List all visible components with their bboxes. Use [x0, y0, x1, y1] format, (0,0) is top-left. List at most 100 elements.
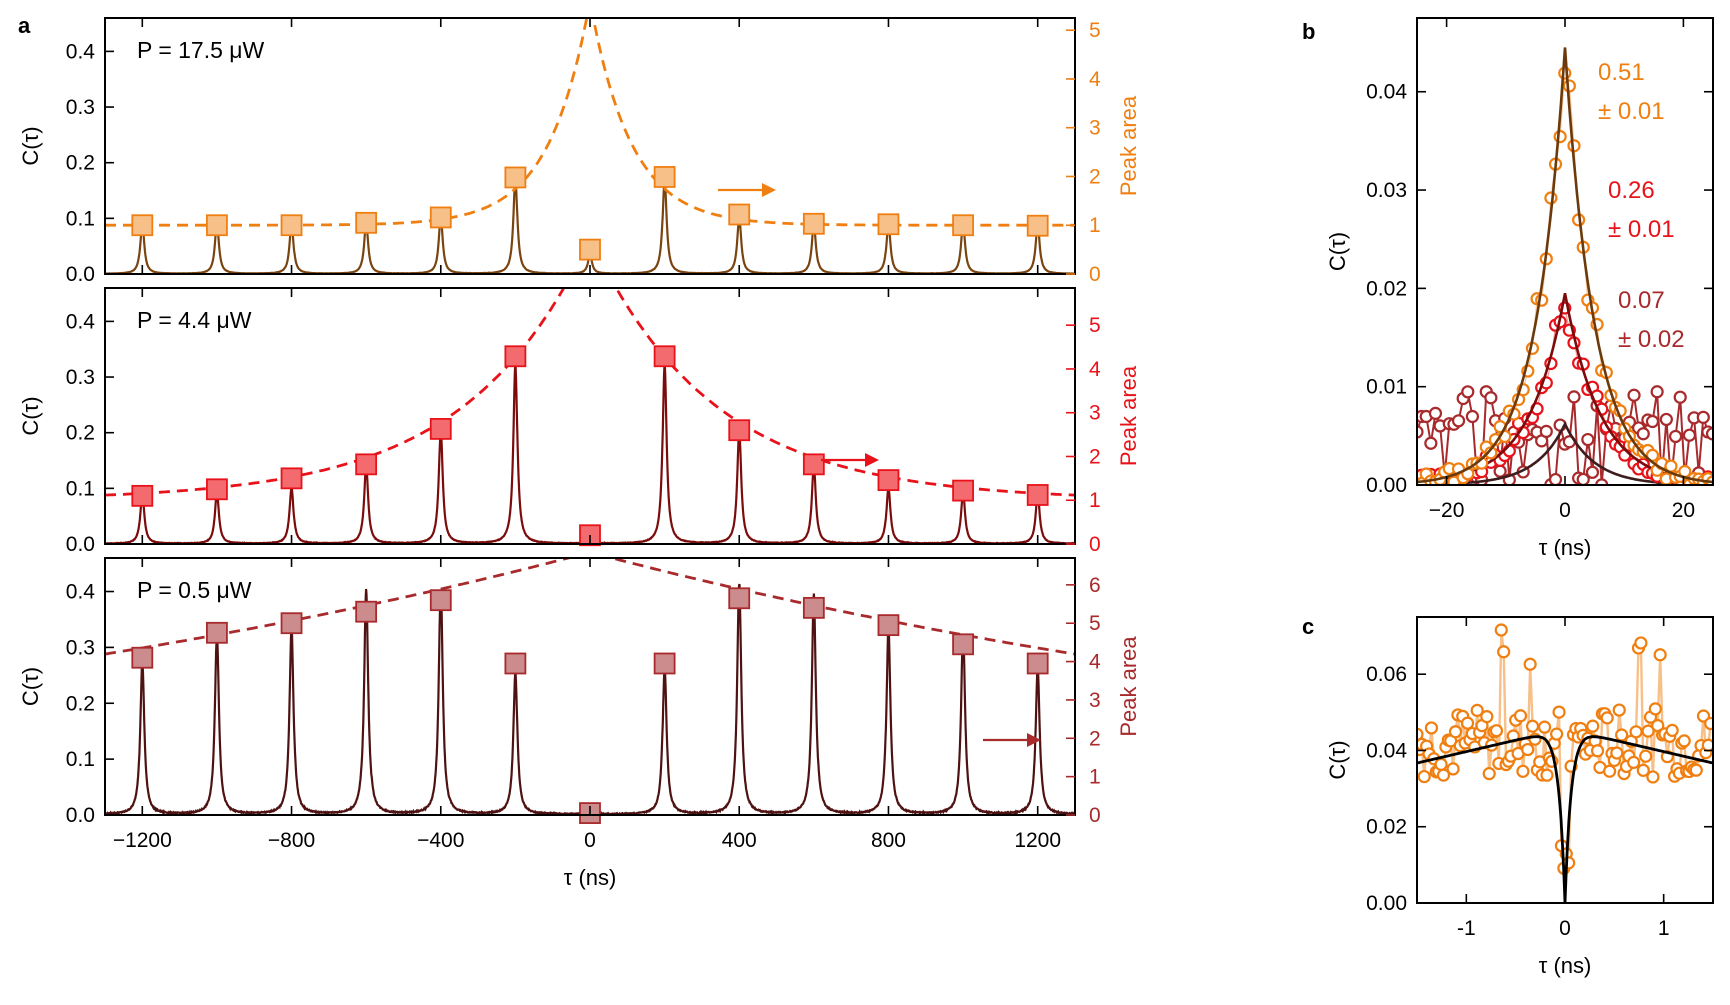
- peak-area-marker: [877, 213, 900, 236]
- x-axis-label: τ (ns): [564, 865, 617, 890]
- data-point: [1428, 406, 1443, 420]
- y-tick-label: 0.2: [66, 422, 95, 445]
- y-tick-label: 0.04: [1366, 81, 1407, 104]
- y-tick-label: 0.3: [66, 366, 95, 389]
- peak-area-fit-line: [105, 288, 1075, 497]
- data-point: [1562, 79, 1576, 93]
- data-point: [1689, 763, 1703, 777]
- peak-area-marker: [206, 621, 228, 644]
- x-tick-label: 1: [1658, 917, 1670, 940]
- peak-area-marker: [877, 469, 900, 492]
- right-axis-arrowhead: [762, 183, 776, 197]
- x-tick-label: 0: [1559, 917, 1571, 940]
- data-point: [1665, 723, 1679, 737]
- fit-curve: [1417, 47, 1713, 484]
- data-point: [1668, 429, 1683, 444]
- peak-area-marker: [653, 345, 676, 368]
- peak-area-marker: [280, 612, 303, 635]
- y-tick-label: 0.03: [1366, 179, 1407, 202]
- data-point: [1448, 725, 1463, 739]
- y-tick-label: 0.01: [1366, 376, 1407, 399]
- y-tick-label: 0.4: [66, 310, 96, 333]
- g2-value-annotation: 0.51: [1598, 59, 1645, 86]
- y2-axis-label: Peak area: [1116, 95, 1141, 196]
- data-point: [1636, 763, 1650, 777]
- y2-axis-label: Peak area: [1116, 636, 1141, 737]
- x-tick-label: 800: [871, 829, 906, 852]
- data-point: [1581, 432, 1595, 447]
- data-point: [1513, 709, 1528, 723]
- x-tick-label: 1200: [1014, 829, 1061, 852]
- y-tick-label: 0.02: [1366, 816, 1407, 839]
- peak-area-marker: [877, 614, 900, 637]
- y-tick-label: 0.4: [66, 581, 96, 604]
- y-tick-label: 0.2: [66, 152, 95, 175]
- y2-tick-label: 1: [1089, 489, 1101, 512]
- data-point: [1424, 436, 1438, 450]
- peak-area-marker: [280, 214, 303, 237]
- y2-tick-label: 4: [1089, 651, 1101, 674]
- y-tick-label: 0.2: [66, 692, 95, 715]
- peak-area-marker: [952, 214, 974, 237]
- panel-label-a: a: [18, 13, 31, 38]
- data-point: [1636, 427, 1650, 441]
- peak-area-marker: [802, 212, 825, 235]
- x-tick-label: -1: [1457, 917, 1476, 940]
- y-tick-label: 0.06: [1366, 663, 1407, 686]
- data-point: [1610, 746, 1624, 760]
- data-point: [1482, 767, 1496, 781]
- y-tick-label: 0.3: [66, 636, 95, 659]
- data-point: [1489, 724, 1504, 738]
- data-point: [1641, 724, 1655, 738]
- data-point: [1494, 623, 1508, 637]
- y2-tick-label: 1: [1089, 766, 1101, 789]
- peak-area-marker: [1026, 484, 1049, 506]
- x-tick-label: 20: [1672, 499, 1695, 522]
- peak-area-marker: [1026, 214, 1049, 237]
- data-point: [1673, 390, 1687, 404]
- data-point: [1480, 709, 1494, 724]
- power-annotation: P = 0.5 μW: [137, 577, 252, 603]
- peak-area-marker: [653, 652, 676, 675]
- y-tick-label: 0.4: [66, 40, 96, 63]
- y-axis-label: C(τ): [18, 396, 43, 435]
- data-point: [1585, 465, 1600, 479]
- peak-area-marker: [728, 587, 751, 610]
- x-tick-label: −800: [268, 829, 315, 852]
- data-point: [1446, 762, 1460, 776]
- data-point: [1516, 764, 1530, 778]
- data-point: [1521, 742, 1535, 757]
- data-point: [1627, 755, 1641, 769]
- correlation-trace: [105, 583, 1075, 815]
- y-tick-label: 0.1: [66, 477, 95, 500]
- data-point: [1682, 428, 1697, 442]
- power-annotation: P = 17.5 μW: [137, 37, 265, 63]
- y2-tick-label: 5: [1089, 314, 1101, 337]
- y2-tick-label: 3: [1089, 402, 1101, 425]
- peak-area-marker: [429, 418, 452, 440]
- data-point: [1424, 721, 1439, 735]
- panel-label-b: b: [1302, 19, 1315, 44]
- peak-area-marker: [504, 166, 527, 189]
- peak-area-marker: [504, 345, 527, 368]
- data-point: [1629, 725, 1643, 739]
- peak-area-marker: [206, 214, 228, 237]
- data-point: [1539, 424, 1553, 439]
- data-point: [1550, 727, 1564, 741]
- correlation-trace: [105, 364, 1075, 544]
- g2-value-annotation: 0.26: [1608, 177, 1655, 204]
- data-point: [1537, 720, 1552, 734]
- g2-error-annotation: ± 0.01: [1598, 98, 1665, 125]
- peak-area-marker: [131, 484, 154, 507]
- y-tick-label: 0.00: [1366, 474, 1407, 497]
- y-tick-label: 0.0: [66, 804, 95, 827]
- data-point: [1677, 734, 1691, 748]
- y-tick-label: 0.02: [1366, 277, 1407, 300]
- peak-area-marker: [131, 214, 154, 237]
- data-point: [1523, 657, 1537, 671]
- right-axis-arrowhead: [1027, 733, 1041, 747]
- y2-tick-label: 6: [1089, 574, 1101, 597]
- x-axis-label: τ (ns): [1539, 535, 1592, 560]
- y-axis-label: C(τ): [18, 667, 43, 706]
